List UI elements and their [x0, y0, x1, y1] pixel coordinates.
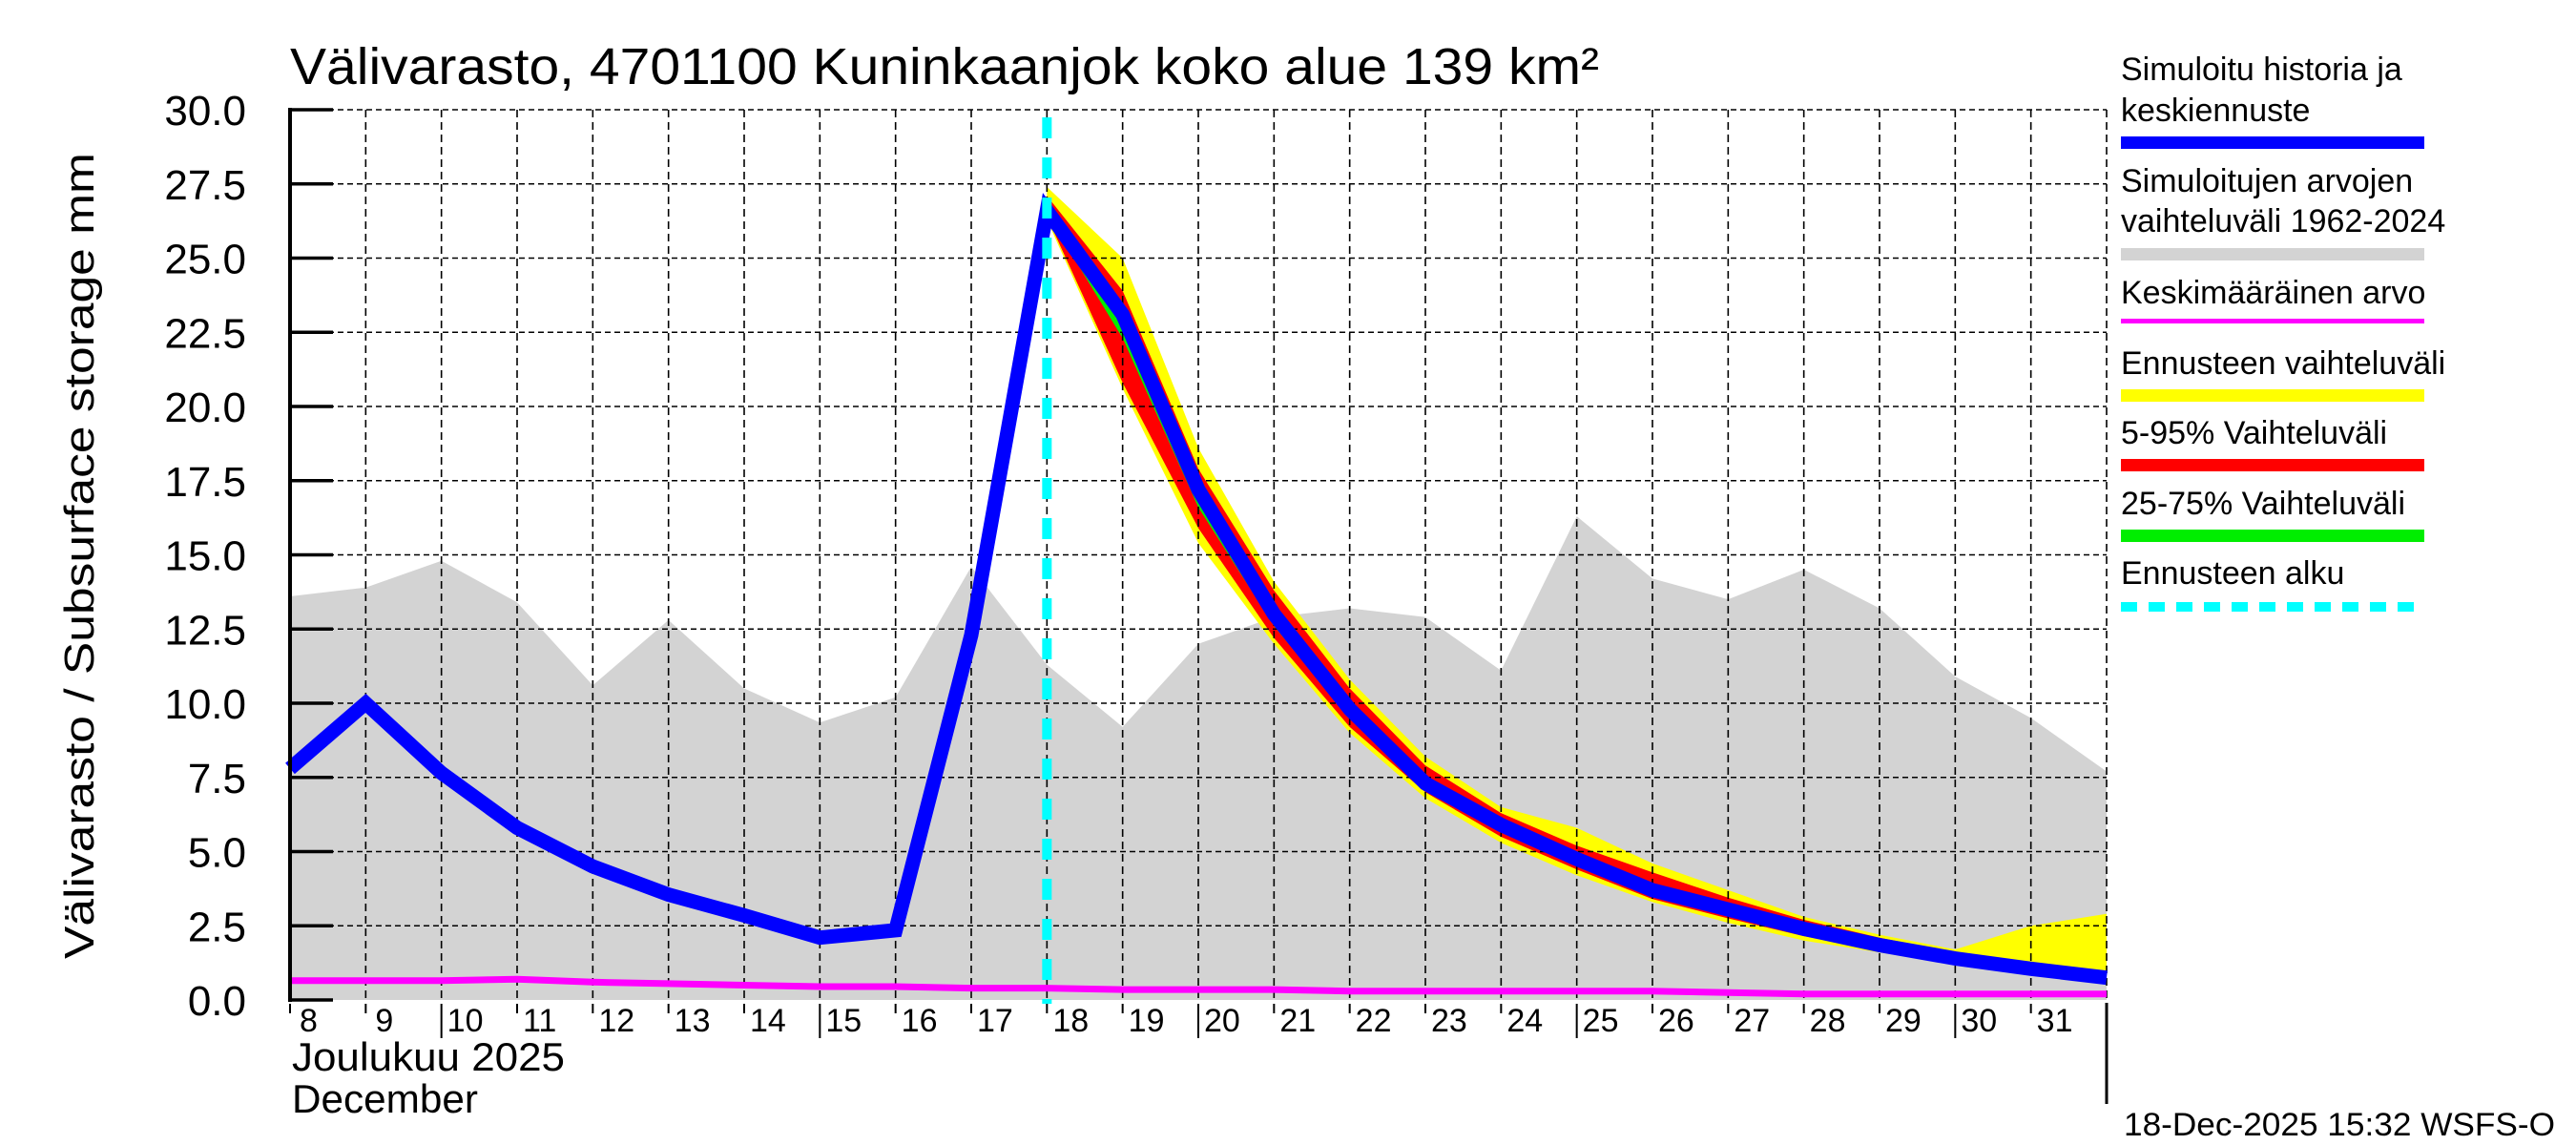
legend-label: Simuloitujen arvojen	[2121, 163, 2413, 199]
y-tick-label: 17.5	[164, 459, 246, 506]
x-tick-label: 22	[1356, 1003, 1392, 1039]
x-tick-label: 20	[1204, 1003, 1240, 1039]
x-tick-label: 31	[2037, 1003, 2073, 1039]
simulated-mean-line	[285, 193, 2108, 986]
x-tick-label: 16	[902, 1003, 938, 1039]
legend-item: Ennusteen vaihteluväli	[2121, 345, 2445, 402]
y-tick-label: 20.0	[164, 385, 246, 431]
legend-swatch	[2121, 389, 2424, 402]
x-tick-label: 30	[1961, 1003, 1997, 1039]
legend-label-2: vaihteluväli 1962-2024	[2121, 203, 2445, 239]
x-axis-month-label-en: December	[292, 1076, 478, 1121]
y-axis-label: Välivarasto / Subsurface storage mm	[56, 153, 103, 959]
legend-swatch	[2121, 459, 2424, 471]
legend-label: 5-95% Vaihteluväli	[2121, 415, 2387, 451]
x-tick-label: 25	[1583, 1003, 1619, 1039]
x-tick-labels: 8 9 10 11 12 13 14 15 16 17 18 19 20 21 22 23 24 25 26 27 28…	[300, 1003, 2072, 1039]
y-tick-label: 5.0	[188, 830, 246, 877]
x-tick-label: 29	[1885, 1003, 1922, 1039]
y-tick-label: 25.0	[164, 237, 246, 283]
y-tick-label: 22.5	[164, 310, 246, 357]
x-tick-label: 13	[675, 1003, 711, 1039]
x-tick-label: 12	[598, 1003, 634, 1039]
legend-item: Keskimääräinen arvo	[2121, 275, 2425, 323]
x-tick-label: 9	[375, 1003, 393, 1039]
legend-label: Ennusteen vaihteluväli	[2121, 345, 2445, 382]
y-tick-label: 7.5	[188, 756, 246, 802]
y-tick-label: 27.5	[164, 162, 246, 209]
y-tick-label: 2.5	[188, 904, 246, 950]
x-tick-label: 15	[825, 1003, 862, 1039]
x-tick-label: 10	[447, 1003, 484, 1039]
x-tick-label: 24	[1506, 1003, 1543, 1039]
lines-layer	[285, 117, 2108, 1004]
x-tick-label: 11	[523, 1003, 556, 1039]
x-tick-label: 8	[300, 1003, 318, 1039]
x-tick-label: 18	[1052, 1003, 1089, 1039]
legend-label: 25-75% Vaihteluväli	[2121, 486, 2405, 522]
y-tick-label: 10.0	[164, 681, 246, 728]
y-tick-labels: 0.0 2.5 5.0 7.5 10.0 12.5 15.0 17.5 20.0 22.5 25.0…	[164, 88, 246, 1025]
average-value-line	[290, 975, 2107, 998]
y-tick-label: 0.0	[188, 978, 246, 1025]
y-tick-label: 12.5	[164, 607, 246, 654]
legend-swatch	[2121, 319, 2424, 323]
x-tick-label: 21	[1279, 1003, 1316, 1039]
axes-layer	[288, 108, 2032, 1038]
x-tick-label: 14	[750, 1003, 786, 1039]
legend-item: 5-95% Vaihteluväli	[2121, 415, 2424, 471]
legend: Simuloitu historia jakeskiennusteSimuloi…	[2121, 52, 2445, 612]
legend-swatch	[2121, 136, 2424, 149]
legend-item: Ennusteen alku	[2121, 555, 2424, 612]
legend-label: Keskimääräinen arvo	[2121, 275, 2425, 311]
y-tick-label: 15.0	[164, 533, 246, 580]
chart-title: Välivarasto, 4701100 Kuninkaanjok koko a…	[290, 38, 1599, 95]
y-tick-label: 30.0	[164, 88, 246, 135]
x-tick-label: 23	[1431, 1003, 1467, 1039]
legend-swatch	[2121, 248, 2424, 260]
legend-item: 25-75% Vaihteluväli	[2121, 486, 2424, 542]
x-axis-month-label: Joulukuu 2025	[292, 1034, 565, 1079]
legend-item: Simuloitujen arvojen vaihteluväli 1962-20…	[2121, 163, 2445, 260]
legend-item: Simuloitu historia ja keskiennuste	[2121, 52, 2424, 149]
x-tick-label: 17	[977, 1003, 1013, 1039]
legend-label-2: keskiennuste	[2121, 93, 2310, 129]
legend-swatch	[2121, 530, 2424, 542]
footer-timestamp: 18-Dec-2025 15:32 WSFS-O	[2124, 1107, 2555, 1143]
x-tick-label: 27	[1734, 1003, 1770, 1039]
legend-label: Simuloitu historia ja	[2121, 52, 2402, 88]
x-tick-label: 19	[1129, 1003, 1165, 1039]
legend-label: Ennusteen alku	[2121, 555, 2344, 592]
x-tick-label: 26	[1658, 1003, 1694, 1039]
x-tick-label: 28	[1810, 1003, 1846, 1039]
